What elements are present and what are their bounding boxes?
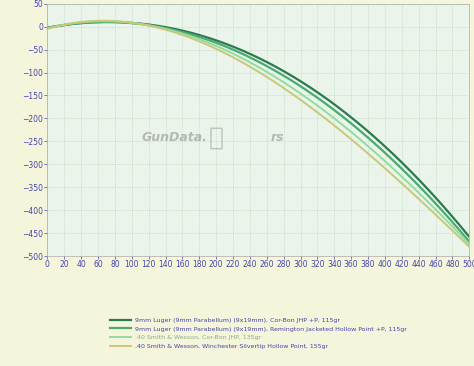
Text: GunData.: GunData.	[142, 131, 208, 144]
Text: ⌖: ⌖	[209, 126, 224, 149]
Text: rs: rs	[271, 131, 284, 144]
Legend: 9mm Luger (9mm Parabellum) (9x19mm), Cor-Bon JHP +P, 115gr, 9mm Luger (9mm Parab: 9mm Luger (9mm Parabellum) (9x19mm), Cor…	[107, 315, 410, 352]
